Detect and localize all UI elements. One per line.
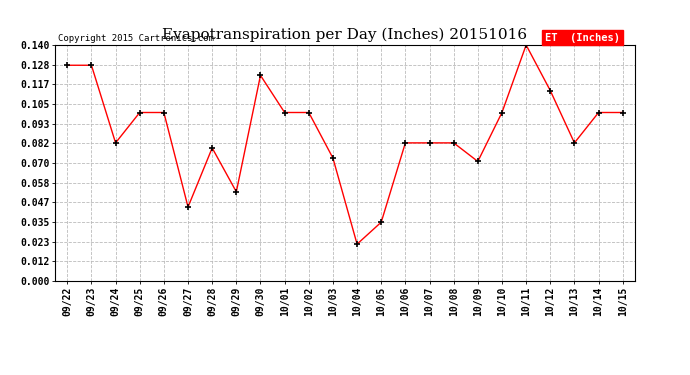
Text: ET  (Inches): ET (Inches) [545, 33, 620, 43]
Title: Evapotranspiration per Day (Inches) 20151016: Evapotranspiration per Day (Inches) 2015… [162, 28, 528, 42]
Text: Copyright 2015 Cartronics.com: Copyright 2015 Cartronics.com [58, 34, 214, 43]
